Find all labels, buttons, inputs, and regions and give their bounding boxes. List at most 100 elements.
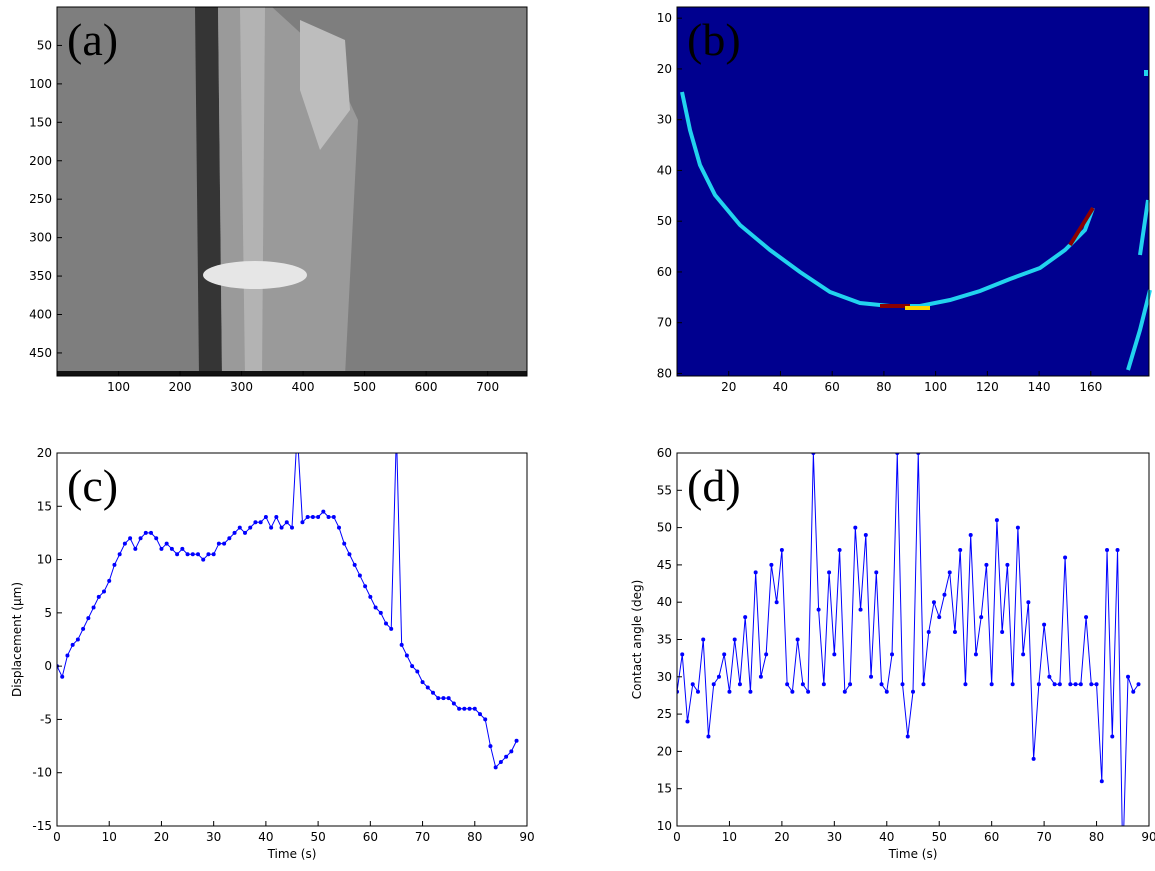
data-point xyxy=(1000,630,1005,635)
data-point xyxy=(869,674,874,679)
data-point xyxy=(732,637,737,642)
x-tick-label: 50 xyxy=(310,830,325,844)
photo xyxy=(57,7,527,376)
data-point xyxy=(253,520,258,525)
y-tick-label: 20 xyxy=(657,744,672,758)
data-point xyxy=(879,682,884,687)
data-point xyxy=(858,607,863,612)
x-tick-label: 40 xyxy=(773,380,788,394)
data-point xyxy=(232,530,237,535)
x-tick-label: 160 xyxy=(1079,380,1102,394)
data-point xyxy=(821,682,826,687)
data-point xyxy=(827,570,832,575)
data-point xyxy=(462,706,467,711)
data-point xyxy=(837,547,842,552)
panel-label: (c) xyxy=(67,460,118,511)
data-point xyxy=(1068,682,1073,687)
data-point xyxy=(274,514,279,519)
data-point xyxy=(389,626,394,631)
y-tick-label: 15 xyxy=(657,782,672,796)
data-point xyxy=(305,514,310,519)
data-point xyxy=(758,674,763,679)
x-tick-label: 20 xyxy=(154,830,169,844)
data-point xyxy=(201,557,206,562)
data-point xyxy=(832,652,837,657)
x-tick-label: 10 xyxy=(722,830,737,844)
data-point xyxy=(900,682,905,687)
y-tick-label: 70 xyxy=(657,316,672,330)
x-axis-label: Time (s) xyxy=(888,847,938,861)
data-point xyxy=(185,552,190,557)
x-tick-label: 60 xyxy=(363,830,378,844)
data-point xyxy=(800,682,805,687)
data-point xyxy=(722,652,727,657)
y-tick-label: 5 xyxy=(44,606,52,620)
data-point xyxy=(1036,682,1041,687)
data-point xyxy=(701,637,706,642)
data-point xyxy=(716,674,721,679)
data-point xyxy=(863,533,868,538)
x-tick-label: 0 xyxy=(53,830,61,844)
data-point xyxy=(842,689,847,694)
data-point xyxy=(1073,682,1078,687)
data-point xyxy=(1131,689,1136,694)
data-point xyxy=(357,573,362,578)
x-tick-label: 40 xyxy=(879,830,894,844)
data-point xyxy=(769,562,774,567)
data-point xyxy=(685,719,690,724)
x-axis-label: Time (s) xyxy=(267,847,317,861)
panel-label: (d) xyxy=(687,460,741,511)
data-point xyxy=(504,754,509,759)
x-tick-label: 20 xyxy=(721,380,736,394)
data-point xyxy=(321,509,326,514)
data-line xyxy=(57,453,518,769)
y-tick-label: 55 xyxy=(657,483,672,497)
data-point xyxy=(737,682,742,687)
x-tick-label: 90 xyxy=(1141,830,1155,844)
data-point xyxy=(342,541,347,546)
data-point xyxy=(790,689,795,694)
x-tick-label: 140 xyxy=(1028,380,1051,394)
data-point xyxy=(853,525,858,530)
x-tick-label: 100 xyxy=(924,380,947,394)
data-point xyxy=(1099,779,1104,784)
axes-box xyxy=(56,6,528,377)
data-point xyxy=(1010,682,1015,687)
y-tick-label: 80 xyxy=(657,366,672,380)
data-point xyxy=(963,682,968,687)
data-point xyxy=(96,594,101,599)
data-point xyxy=(911,689,915,694)
data-point xyxy=(706,734,711,739)
data-point xyxy=(711,682,716,687)
y-tick-label: 45 xyxy=(657,558,672,572)
data-point xyxy=(478,712,482,717)
data-point xyxy=(795,637,800,642)
data-point xyxy=(216,541,221,546)
data-point xyxy=(378,610,383,615)
data-point xyxy=(190,552,195,557)
axes-box xyxy=(676,6,1150,377)
data-point xyxy=(488,744,493,749)
y-tick-label: 50 xyxy=(657,214,672,228)
data-point xyxy=(70,642,75,647)
data-point xyxy=(774,600,779,605)
plot-area xyxy=(677,453,1141,826)
data-point xyxy=(1052,682,1057,687)
data-point xyxy=(695,689,700,694)
axes-box xyxy=(676,452,1150,827)
y-tick-label: 10 xyxy=(37,553,52,567)
data-point xyxy=(284,520,289,525)
y-tick-label: 100 xyxy=(29,77,52,91)
data-point xyxy=(890,652,895,657)
data-point xyxy=(384,621,388,626)
data-point xyxy=(258,520,263,525)
data-point xyxy=(300,520,305,525)
y-tick-label: 15 xyxy=(37,499,52,513)
edge-map xyxy=(677,7,1152,376)
plot-area xyxy=(57,453,519,770)
data-point xyxy=(451,701,456,706)
data-point xyxy=(1094,682,1099,687)
data-point xyxy=(973,652,978,657)
